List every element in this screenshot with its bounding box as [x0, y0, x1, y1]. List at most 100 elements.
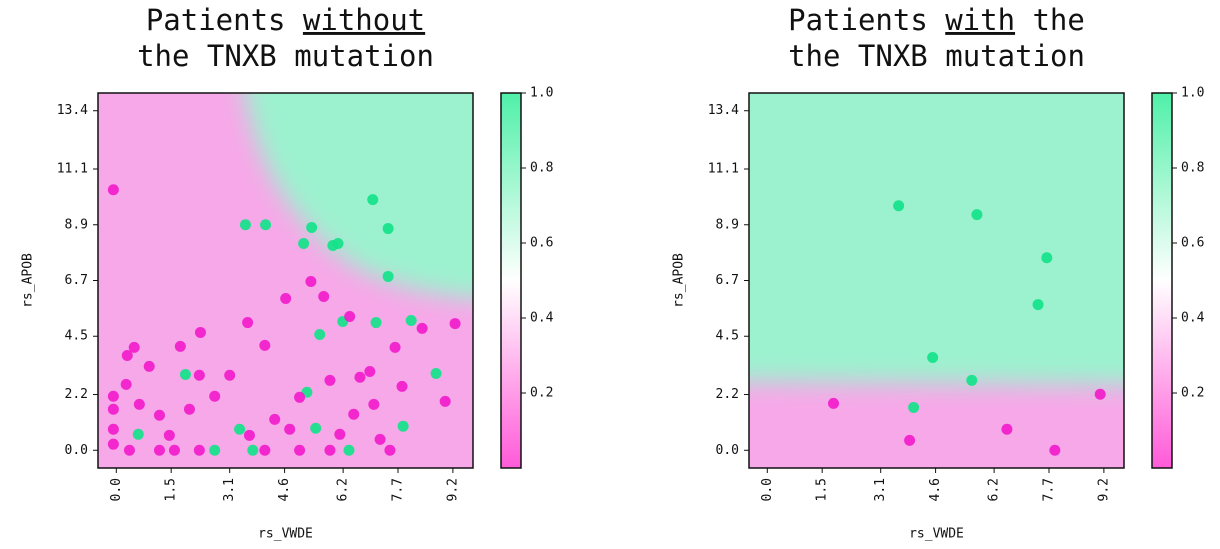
title-word: the: [1032, 3, 1084, 37]
title-word: the TNXB mutation: [788, 39, 1085, 73]
point: [397, 420, 409, 432]
point: [107, 403, 119, 415]
point: [828, 397, 840, 409]
point: [243, 429, 255, 441]
colorbar-tick-label: 0.2: [1181, 386, 1204, 401]
point: [368, 398, 380, 410]
y-tick-label: 2.2: [716, 387, 739, 402]
colorbar-tick-label: 0.4: [1181, 311, 1205, 326]
point: [364, 365, 376, 377]
point: [389, 341, 401, 353]
point: [259, 339, 271, 351]
point: [153, 444, 165, 456]
background-positive: [245, 93, 473, 299]
x-tick-label: 6.2: [336, 478, 351, 501]
title-word: the TNXB mutation: [137, 39, 434, 73]
y-tick-label: 13.4: [708, 103, 739, 118]
title-word: without: [303, 3, 425, 37]
point: [107, 438, 119, 450]
point: [416, 322, 428, 334]
point: [128, 341, 140, 353]
y-tick-label: 2.2: [65, 387, 88, 402]
chart-title: the TNXB mutation: [788, 39, 1085, 73]
y-tick-label: 11.1: [708, 162, 739, 177]
y-tick-label: 6.7: [65, 273, 88, 288]
decision-surface: [749, 93, 1124, 468]
point: [194, 326, 206, 338]
point: [1094, 388, 1106, 400]
point: [332, 238, 344, 250]
point: [284, 423, 296, 435]
point: [405, 315, 417, 327]
point: [1032, 299, 1044, 311]
colorbar-tick-label: 0.6: [1181, 236, 1204, 251]
point: [234, 423, 246, 435]
point: [430, 367, 442, 379]
point: [121, 350, 133, 361]
point: [239, 219, 251, 231]
point: [318, 290, 330, 302]
chart-title: Patients without: [146, 3, 425, 37]
chart-title: the TNXB mutation: [137, 39, 434, 73]
point: [163, 429, 175, 441]
y-axis-label: rs_APOB: [21, 253, 36, 308]
point: [370, 317, 382, 329]
x-tick-label: 7.7: [1042, 478, 1057, 501]
y-tick-label: 0.0: [716, 443, 739, 458]
decision-surface: [98, 93, 473, 468]
point: [305, 276, 317, 288]
colorbar: [500, 92, 522, 469]
point: [294, 444, 306, 456]
point: [209, 390, 221, 402]
point: [133, 398, 145, 410]
y-tick-label: 8.9: [65, 217, 88, 232]
point: [382, 223, 394, 235]
x-tick-label: 0.0: [760, 478, 775, 501]
colorbar-tick-label: 1.0: [1181, 86, 1204, 101]
background-positive: [749, 93, 1124, 385]
point: [343, 444, 355, 456]
chart-title: Patients with the: [788, 3, 1085, 37]
x-tick-label: 1.5: [815, 478, 830, 501]
point: [439, 395, 451, 407]
point: [153, 409, 165, 421]
point: [908, 401, 920, 413]
colorbar-tick-label: 0.8: [1181, 161, 1204, 176]
point: [193, 444, 205, 456]
point: [123, 444, 135, 456]
colorbar-tick-label: 0.6: [530, 236, 553, 251]
x-tick-label: 9.2: [1096, 478, 1111, 501]
point: [174, 340, 186, 352]
point: [927, 352, 939, 364]
point: [183, 403, 195, 415]
x-axis-label: rs_VWDE: [909, 527, 964, 542]
x-tick-label: 6.2: [987, 478, 1002, 501]
x-tick-label: 0.0: [109, 478, 124, 501]
y-tick-label: 6.7: [716, 273, 739, 288]
point: [280, 292, 292, 304]
points: [107, 184, 461, 456]
y-tick-label: 11.1: [57, 162, 88, 177]
x-tick-label: 3.1: [873, 478, 888, 501]
x-tick-label: 9.2: [445, 478, 460, 501]
point: [971, 209, 983, 221]
title-word: with: [945, 3, 1015, 37]
point: [396, 380, 408, 392]
point: [224, 369, 236, 381]
x-axis-label: rs_VWDE: [258, 527, 313, 542]
title-word: Patients: [788, 3, 928, 37]
y-axis-label: rs_APOB: [672, 253, 687, 308]
point: [242, 317, 254, 329]
y-tick-label: 13.4: [57, 103, 88, 118]
x-tick-label: 7.7: [391, 478, 406, 501]
x-tick-label: 4.6: [277, 478, 292, 501]
colorbar-tick-label: 1.0: [530, 86, 553, 101]
x-tick-label: 4.6: [928, 478, 943, 501]
point: [1041, 252, 1053, 264]
point: [209, 444, 221, 456]
point: [310, 422, 322, 434]
point: [384, 444, 396, 456]
point: [294, 391, 306, 403]
point: [324, 374, 336, 386]
point: [324, 444, 336, 456]
